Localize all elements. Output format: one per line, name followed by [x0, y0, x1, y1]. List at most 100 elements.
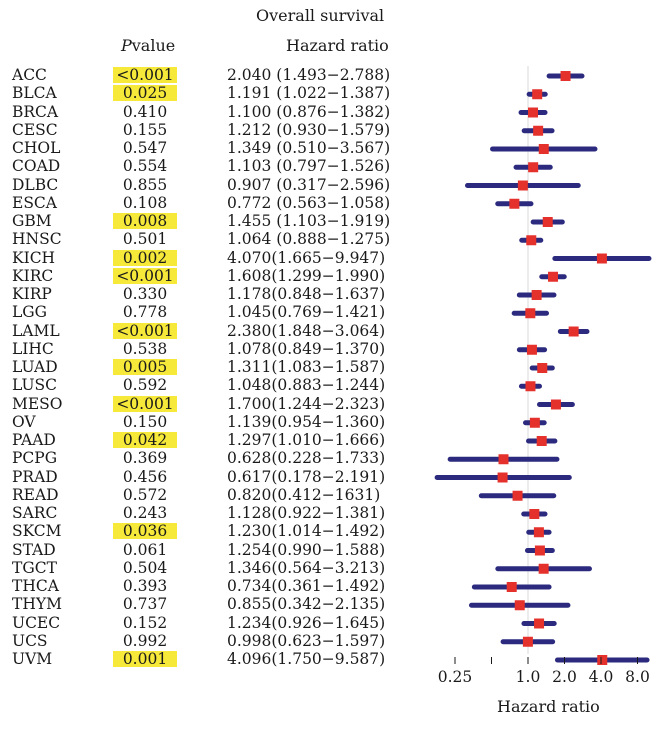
- x-tick-label: 1.0: [516, 668, 541, 686]
- pvalue-cell: <0.001: [113, 267, 177, 284]
- hr-point: [517, 180, 528, 191]
- cancer-label: ESCA: [12, 193, 57, 212]
- hr-point: [560, 71, 571, 81]
- pvalue-cell: 0.456: [122, 467, 168, 486]
- hr-point: [506, 582, 517, 592]
- cancer-label: LUSC: [12, 376, 57, 395]
- cancer-label: UVM: [12, 650, 53, 668]
- cancer-label: BRCA: [12, 102, 59, 121]
- hr-point: [542, 217, 553, 227]
- cancer-label: DLBC: [12, 175, 59, 194]
- pvalue-cell: 0.155: [122, 120, 168, 139]
- hazard-ratio-cell: 1.346(0.564−3.213): [227, 558, 386, 577]
- cancer-label: UCS: [12, 631, 48, 650]
- hr-point: [529, 509, 540, 519]
- overall-survival-header: Overall survival: [256, 6, 385, 25]
- cancer-label: CHOL: [12, 139, 61, 157]
- cancer-label: LGG: [12, 303, 48, 322]
- cancer-label: ACC: [12, 66, 47, 84]
- x-tick-label: 0.25: [438, 668, 473, 686]
- hazard-ratio-cell: 1.178(0.848−1.637): [227, 285, 386, 303]
- cancer-label: LUAD: [12, 358, 58, 376]
- cancer-label: LAML: [12, 321, 60, 340]
- cancer-label: THCA: [12, 577, 59, 595]
- pvalue-cell: 0.369: [122, 449, 168, 468]
- hr-point: [498, 454, 509, 465]
- x-tick-label: 4.0: [589, 668, 614, 686]
- hr-point: [528, 162, 539, 173]
- pvalue-cell: 0.737: [122, 595, 168, 614]
- pvalue-cell: 0.538: [122, 339, 168, 358]
- pvalue-cell: 0.150: [122, 412, 168, 431]
- cancer-label: KICH: [12, 248, 56, 267]
- pvalue-cell: 0.061: [122, 540, 168, 559]
- hazard-ratio-cell: 1.311(1.083−1.587): [227, 358, 386, 376]
- hr-point: [534, 618, 545, 629]
- hazard-ratio-cell: 1.103 (0.797−1.526): [227, 157, 391, 176]
- hazard-ratio-cell: 1.455 (1.103−1.919): [227, 212, 391, 230]
- hazard-ratio-cell: 2.040 (1.493−2.788): [227, 66, 391, 84]
- hr-point: [568, 326, 579, 337]
- hazard-ratio-cell: 1.139(0.954−1.360): [227, 412, 386, 431]
- hr-point: [537, 363, 548, 373]
- hr-point: [526, 235, 537, 246]
- hazard-ratio-cell: 1.064 (0.888−1.275): [227, 230, 391, 249]
- pvalue-cell: 0.002: [113, 249, 177, 266]
- pvalue-cell: 0.592: [122, 376, 168, 395]
- pvalue-header-italic: P: [121, 36, 132, 55]
- hazard-ratio-cell: 1.608(1.299−1.990): [227, 266, 386, 285]
- hr-point: [548, 271, 559, 282]
- hr-point: [532, 89, 543, 100]
- cancer-label: SARC: [12, 504, 58, 522]
- cancer-label: UCEC: [12, 613, 61, 632]
- x-axis-title: Hazard ratio: [497, 697, 600, 716]
- hr-point: [526, 344, 537, 355]
- hazard-ratio-cell: 0.734(0.361−1.492): [227, 577, 386, 595]
- hazard-ratio-cell: 0.998(0.623−1.597): [227, 631, 386, 650]
- hr-point: [509, 198, 520, 209]
- cancer-label: SKCM: [12, 522, 62, 541]
- hazard-ratio-cell: 4.096(1.750−9.587): [227, 650, 386, 668]
- hazard-ratio-cell: 1.700(1.244−2.323): [227, 394, 386, 413]
- hr-point: [536, 436, 547, 446]
- hazard-ratio-cell: 0.617(0.178−2.191): [227, 467, 386, 486]
- hr-point: [528, 107, 539, 118]
- hr-point: [550, 399, 561, 410]
- pvalue-cell: 0.025: [113, 85, 177, 102]
- pvalue-cell: 0.572: [122, 485, 168, 504]
- cancer-label: BLCA: [12, 84, 57, 103]
- hazard-ratio-cell: 1.078(0.849−1.370): [227, 339, 386, 358]
- pvalue-cell: 0.410: [122, 102, 168, 121]
- pvalue-header: Pvalue: [121, 36, 175, 55]
- pvalue-cell: <0.001: [113, 322, 177, 339]
- cancer-label: GBM: [12, 212, 52, 230]
- hazard-ratio-cell: 1.100 (0.876−1.382): [227, 102, 391, 121]
- hr-point: [525, 308, 536, 319]
- hazard-ratio-cell: 1.212 (0.930−1.579): [227, 120, 391, 139]
- hr-point: [514, 600, 525, 611]
- pvalue-cell: 0.501: [122, 230, 168, 249]
- pvalue-cell: 0.330: [122, 285, 168, 303]
- cancer-label: LIHC: [12, 339, 54, 358]
- hazard-ratio-cell: 0.772 (0.563−1.058): [227, 193, 391, 212]
- pvalue-cell: 0.554: [122, 157, 168, 176]
- hazard-ratio-cell: 1.230(1.014−1.492): [227, 522, 386, 541]
- x-tick-label: 2.0: [552, 668, 577, 686]
- hazard-ratio-header: Hazard ratio: [286, 36, 389, 55]
- cancer-label: TGCT: [12, 558, 57, 577]
- pvalue-cell: 0.005: [113, 359, 177, 375]
- cancer-label: MESO: [12, 394, 63, 413]
- cancer-label: READ: [12, 485, 59, 504]
- hr-point: [522, 636, 533, 647]
- hr-point: [533, 527, 544, 538]
- hazard-ratio-cell: 2.380(1.848−3.064): [227, 321, 386, 340]
- hazard-ratio-cell: 1.349 (0.510−3.567): [227, 139, 391, 157]
- pvalue-header-rest: value: [131, 36, 176, 55]
- pvalue-cell: 0.042: [113, 432, 177, 448]
- pvalue-cell: 0.855: [122, 175, 168, 194]
- hr-point: [497, 472, 508, 483]
- hr-point: [538, 563, 549, 574]
- pvalue-cell: 0.243: [122, 504, 168, 522]
- pvalue-cell: 0.504: [122, 558, 168, 577]
- hr-point: [525, 381, 536, 392]
